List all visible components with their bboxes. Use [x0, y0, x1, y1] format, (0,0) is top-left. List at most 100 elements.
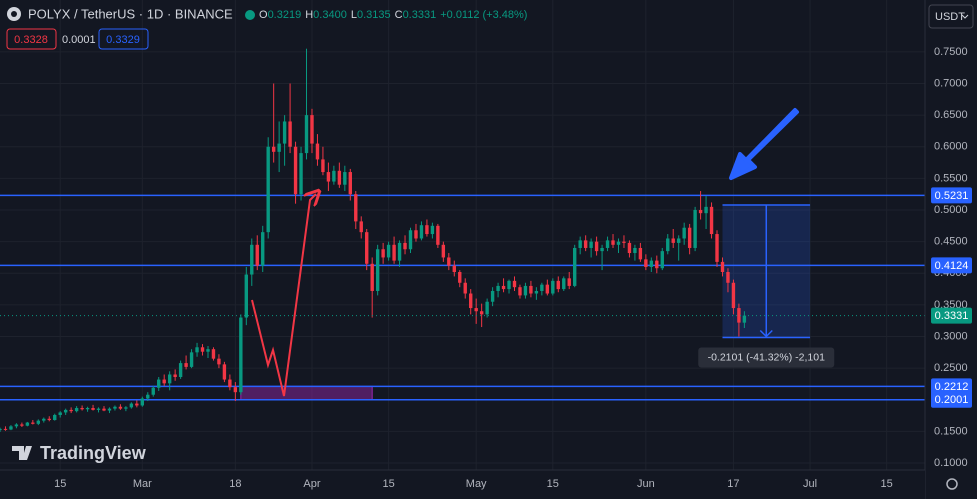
candle-body — [129, 403, 134, 408]
candle-body — [660, 251, 664, 269]
candle-body — [244, 274, 248, 318]
candle-body — [261, 232, 265, 266]
candle-body — [58, 412, 62, 415]
bid-price[interactable]: 0.3328 — [14, 34, 48, 46]
y-tick-label: 0.3000 — [934, 330, 968, 342]
candle-body — [408, 230, 413, 250]
candle-body — [9, 426, 13, 430]
time-axis — [0, 470, 925, 499]
x-tick-label: May — [466, 478, 487, 490]
y-tick-label: 0.6000 — [934, 141, 968, 153]
candle-body — [458, 272, 462, 283]
candle-body — [288, 121, 292, 147]
candle-body — [447, 257, 451, 266]
candle-body — [146, 394, 150, 399]
ohlc-key: C — [395, 9, 403, 21]
candle-body — [3, 428, 8, 430]
x-tick-label: 17 — [727, 478, 739, 490]
candle-body — [589, 241, 593, 248]
y-tick-label: 0.4500 — [934, 236, 968, 248]
candle-body — [704, 206, 708, 214]
candle-body — [222, 364, 227, 380]
currency-label[interactable]: USDT — [935, 11, 965, 23]
candle-body — [118, 406, 123, 409]
y-tick-label: 0.1000 — [934, 457, 968, 469]
candle-body — [321, 159, 325, 173]
candle-body — [135, 403, 139, 406]
ask-price[interactable]: 0.3329 — [106, 34, 140, 46]
candle-body — [381, 249, 385, 258]
dropdown-chevron[interactable] — [961, 14, 969, 19]
y-tick-label: 0.6500 — [934, 109, 968, 121]
candle-body — [682, 227, 686, 239]
candle-body — [485, 301, 489, 315]
x-tick-label: 15 — [54, 478, 66, 490]
candle-body — [184, 363, 188, 367]
candle-body — [441, 244, 446, 258]
ohlc-key: H — [305, 9, 313, 21]
measure-label: -0.2101 (-41.32%) -2,101 — [708, 351, 825, 363]
candle-body — [573, 247, 577, 286]
y-tick-label: 0.7000 — [934, 77, 968, 89]
candle-body — [36, 420, 41, 424]
candle-body — [414, 230, 418, 239]
candle-body — [452, 265, 456, 273]
candle-body — [490, 290, 495, 302]
candle-body — [627, 242, 632, 254]
candle-body — [474, 308, 478, 312]
grid — [0, 0, 925, 470]
candle-body — [217, 358, 221, 365]
plot-area: -0.2101 (-41.32%) -2,101 — [0, 48, 925, 433]
candle-body — [47, 418, 51, 421]
currency-button[interactable] — [928, 4, 974, 29]
logo-mark — [12, 446, 32, 460]
ohlc-legend: O0.3219 H0.3400 L0.3135 C0.3331 +0.0112 (+3.… — [259, 9, 527, 21]
candle-body — [20, 424, 24, 426]
candle-body — [687, 227, 692, 248]
drawn-arrow — [251, 194, 316, 397]
market-status[interactable] — [245, 10, 255, 20]
settings-button[interactable] — [946, 478, 958, 490]
candle-body — [375, 249, 380, 291]
buy-box[interactable] — [98, 28, 149, 50]
candle-body — [720, 261, 725, 273]
candle-body — [206, 349, 210, 352]
y-tick-label: 0.7500 — [934, 46, 968, 58]
candle-body — [622, 241, 626, 243]
candle-body — [463, 282, 467, 294]
candle-body — [173, 374, 177, 378]
candle-body — [425, 225, 429, 235]
candle-body — [709, 206, 714, 235]
candle-body — [737, 308, 741, 323]
y-tick-label: 0.2500 — [934, 362, 968, 374]
candle-body — [96, 408, 101, 410]
x-tick-label: 15 — [547, 478, 559, 490]
x-tick-label: Jun — [637, 478, 655, 490]
candle-body — [715, 234, 719, 262]
level-price-label: 0.2001 — [935, 394, 969, 406]
candle-body — [277, 143, 281, 152]
spread: 0.0001 — [62, 34, 96, 46]
ohlc-key: L — [351, 9, 357, 21]
candle-body — [124, 407, 128, 409]
candle-body — [436, 225, 440, 245]
measure-label-box — [698, 347, 835, 368]
candle-body — [326, 172, 331, 182]
candle-body — [63, 409, 68, 413]
sell-box[interactable] — [6, 28, 57, 50]
candle-body — [551, 280, 555, 294]
candle-body — [403, 242, 407, 250]
symbol-title[interactable]: POLYX / TetherUS · 1D · BINANCE — [28, 6, 233, 21]
level-price-label: 0.5231 — [935, 190, 969, 202]
candle-body — [545, 284, 550, 294]
candle-body — [332, 170, 336, 182]
candle-body — [157, 379, 161, 388]
ohlc-value: 0.3331 — [403, 9, 437, 21]
x-tick-label: Mar — [133, 478, 152, 490]
candle-body — [655, 260, 659, 269]
candle-body — [343, 172, 347, 185]
ohlc-value: 0.3400 — [313, 9, 347, 21]
